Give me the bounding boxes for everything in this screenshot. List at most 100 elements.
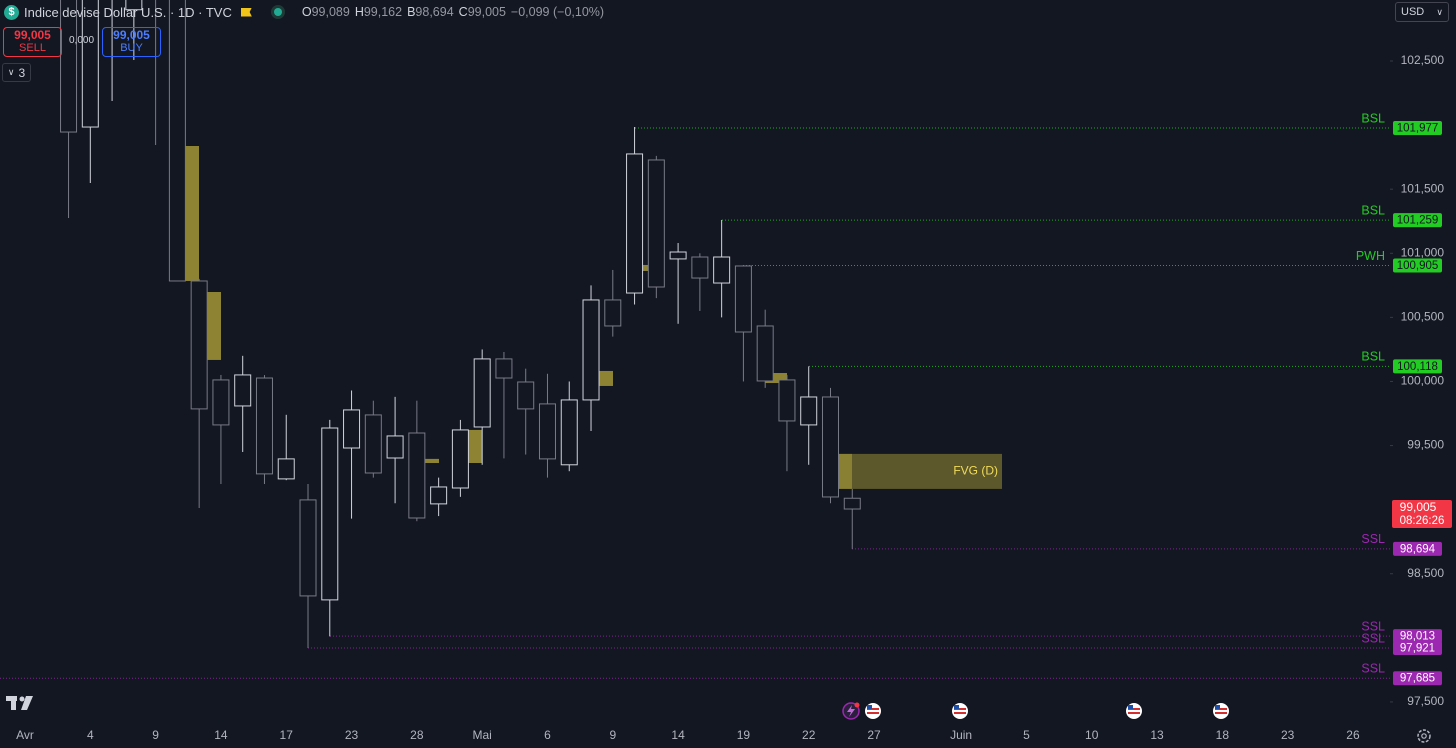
x-tick-label: Avr [16,728,34,742]
last-price-label: 99,005 [1400,500,1437,514]
candle-body [234,374,252,407]
candle-body [843,497,861,510]
x-tick-label: 23 [1281,728,1295,742]
candle-body [647,159,665,288]
sell-label: SELL [19,42,46,54]
level-label: PWH [1356,249,1385,263]
level-tag-label: 101,259 [1397,215,1439,227]
symbol-icon: $ [4,4,19,20]
x-tick-label: 14 [671,728,685,742]
level-tag [1393,121,1442,136]
event-icons[interactable] [842,702,1229,720]
y-tick-label: 101,500 [1401,181,1445,195]
ohlc-key: B [407,5,416,19]
y-tick-label: 101,000 [1401,245,1445,259]
level-tag-label: 100,905 [1397,260,1439,272]
level-tag-label: 98,694 [1400,543,1436,555]
level-label: BSL [1361,111,1385,125]
ohlc-key: O [301,5,312,19]
y-tick-label: 100,500 [1401,310,1445,324]
buy-label: BUY [120,42,143,54]
x-tick-label: 9 [609,728,616,742]
indicators-count: 3 [18,65,26,80]
ohlc-key: H [354,5,364,19]
y-tick-label: 99,500 [1407,438,1444,452]
candle-body [277,458,295,480]
x-tick-label: 18 [1216,728,1230,742]
candle-body [168,0,186,282]
fvg-zone [830,453,1002,489]
candle-body [604,299,622,327]
candle-body [81,0,99,128]
axes: 102,500 101,500 101,000 100,500 100,000 99,50… [16,53,1452,742]
x-tick-label: 4 [87,728,94,742]
x-tick-label: 22 [802,728,816,742]
level-tag [1393,629,1442,644]
candle-body [255,377,273,475]
candle-body [451,429,469,489]
candle-body [430,486,448,505]
x-tick-label: Mai [472,728,491,742]
settings-icon[interactable] [1417,729,1431,743]
candle-body [60,0,78,133]
level-tag [1393,640,1442,655]
logo[interactable] [6,696,33,710]
candle-body [495,358,513,379]
candle-body [691,256,709,279]
x-tick-label: 14 [214,728,228,742]
symbol-title[interactable]: Indice devise Dollar U.S. · 1D · TVC [24,4,232,20]
x-tick-label: 5 [1023,728,1030,742]
candle-body [560,399,578,466]
plot-area: FVG (D) [0,0,1390,679]
x-tick-label: 28 [410,728,424,742]
sell-price: 99,005 [14,28,51,42]
x-tick-label: 13 [1150,728,1164,742]
x-tick-label: 9 [152,728,159,742]
candle-body [800,396,818,426]
candle-body [538,403,556,460]
x-tick-label: 10 [1085,728,1099,742]
level-tag [1393,258,1442,273]
sell-button[interactable]: 99,005 SELL [3,27,62,57]
candle-body [364,414,382,474]
fvg-label: FVG (D) [953,464,998,478]
x-tick-label: 26 [1346,728,1360,742]
buy-button[interactable]: 99,005 BUY [102,27,161,57]
candle-body [299,499,317,597]
level-tag-label: 101,977 [1397,123,1439,135]
indicators-toggle[interactable]: ∨ 3 [2,63,31,82]
market-status [273,8,282,16]
candle-body [778,379,796,422]
x-tick-label: 17 [280,728,294,742]
level-tag [1393,671,1442,686]
candle-body [669,251,687,260]
y-tick-label: 102,500 [1401,53,1445,67]
currency-select[interactable]: USD ∨ [1395,2,1449,22]
flag[interactable] [240,7,252,17]
change: −0,099 (−0,10%) [510,5,605,19]
candle-body [343,409,361,449]
level-tag-label: 97,685 [1400,673,1435,685]
x-tick-label: 19 [737,728,751,742]
level-tag [1393,541,1442,556]
ohlc-value: 99,089 [311,5,350,19]
level-tag-label: 98,013 [1400,631,1435,643]
ohlc-legend: O99,089 H99,162 B98,694 C99,005 −0,099 (−0,1… [302,5,609,19]
x-tick-label: Juin [950,728,972,742]
candle-body [626,153,644,294]
x-tick-label: 6 [544,728,551,742]
ohlc-value: 99,162 [363,5,403,19]
countdown: 08:26:26 [1400,515,1445,527]
fvg-zone [635,264,656,271]
level-label: SSL [1361,631,1385,645]
candle-body [734,265,752,333]
y-tick-label: 100,000 [1401,374,1445,388]
candle-body [190,280,208,410]
candle-body [321,427,339,601]
level-label: SSL [1361,532,1385,546]
ohlc-key: C [458,5,468,19]
candle-body [408,432,426,519]
ohlc-value: 99,005 [467,5,506,19]
